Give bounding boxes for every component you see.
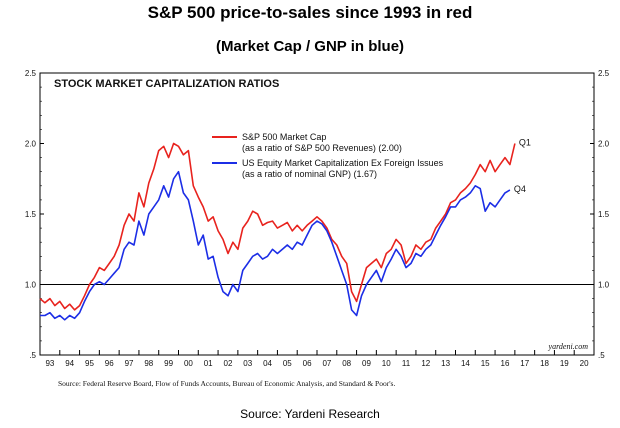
series-line-market-cap-to-gnp (40, 170, 511, 321)
end-label-q1: Q1 (519, 138, 531, 148)
x-tick-label: 19 (560, 359, 569, 368)
page-title: S&P 500 price-to-sales since 1993 in red (147, 3, 473, 22)
page-subtitle: (Market Cap / GNP in blue) (215, 38, 405, 55)
x-tick-label: 93 (45, 359, 54, 368)
x-tick-label: 14 (461, 359, 470, 368)
market-cap-ratio-chart: .5 .5 1.0 1.0 1.5 1.5 2.0 2.0 2.5 2.5 93 94 95 96 97 98… (25, 69, 610, 388)
x-tick-label: 04 (263, 359, 272, 368)
x-tick-label: 94 (65, 359, 74, 368)
watermark: yardeni.com (548, 342, 589, 351)
x-tick-label: 02 (224, 359, 233, 368)
x-tick-label: 08 (342, 359, 351, 368)
chart-heading: STOCK MARKET CAPITALIZATION RATIOS (54, 78, 279, 90)
x-tick-label: 09 (362, 359, 371, 368)
y-tick-label-right: 2.5 (598, 69, 610, 78)
x-tick-label: 16 (501, 359, 510, 368)
legend-label-sp500-detail: (as a ratio of S&P 500 Revenues) (2.00) (242, 143, 402, 153)
legend-label-sp500: S&P 500 Market Cap (242, 132, 326, 142)
x-tick-label: 11 (402, 359, 411, 368)
y-tick-label-right: .5 (598, 351, 605, 360)
x-tick-label: 03 (243, 359, 252, 368)
x-tick-label: 96 (105, 359, 114, 368)
end-label-q4: Q4 (514, 184, 526, 194)
legend-label-market-cap-gnp: US Equity Market Capitalization Ex Forei… (242, 158, 444, 168)
plot-frame (39, 72, 595, 356)
source-note: Source: Federal Reserve Board, Flow of F… (58, 379, 395, 388)
x-tick-label: 15 (481, 359, 490, 368)
y-tick-label-left: 1.0 (25, 281, 37, 290)
x-tick-label: 13 (441, 359, 450, 368)
x-tick-label: 99 (164, 359, 173, 368)
legend-label-market-cap-gnp-detail: (as a ratio of nominal GNP) (1.67) (242, 169, 377, 179)
x-tick-label: 95 (85, 359, 94, 368)
x-tick-label: 10 (382, 359, 391, 368)
x-tick-label: 05 (283, 359, 292, 368)
y-tick-label-left: 2.5 (25, 69, 37, 78)
x-tick-label: 01 (204, 359, 213, 368)
x-tick-label: 18 (540, 359, 549, 368)
axis-ticks: .5 .5 1.0 1.0 1.5 1.5 2.0 2.0 2.5 2.5 93 94 95 96 97 98… (25, 69, 610, 368)
x-tick-label: 20 (580, 359, 589, 368)
y-tick-label-right: 1.0 (598, 281, 610, 290)
x-tick-label: 97 (125, 359, 134, 368)
x-tick-label: 07 (322, 359, 331, 368)
y-tick-label-left: 1.5 (25, 210, 37, 219)
x-tick-label: 17 (520, 359, 529, 368)
y-tick-label-left: 2.0 (25, 140, 37, 149)
y-tick-label-left: .5 (29, 351, 36, 360)
source-credit: Source: Yardeni Research (240, 407, 380, 421)
x-tick-label: 00 (184, 359, 193, 368)
x-tick-label: 06 (303, 359, 312, 368)
y-tick-label-right: 2.0 (598, 140, 610, 149)
legend: S&P 500 Market Cap (as a ratio of S&P 50… (212, 132, 444, 179)
y-tick-label-right: 1.5 (598, 210, 610, 219)
x-tick-label: 12 (421, 359, 430, 368)
series-line-sp500-price-to-sales (39, 142, 516, 311)
x-tick-label: 98 (144, 359, 153, 368)
